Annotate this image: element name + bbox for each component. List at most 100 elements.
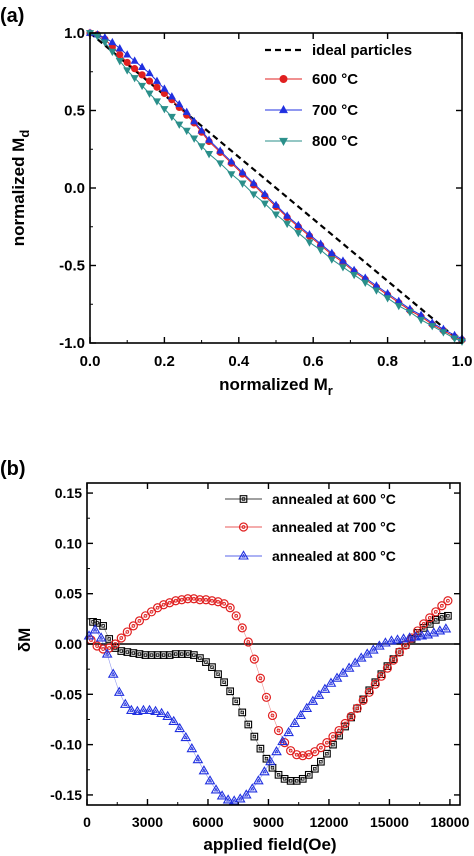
marker-square-outer [153, 651, 162, 659]
data-point [327, 248, 336, 256]
data-point [186, 742, 198, 753]
marker-square-outer [226, 687, 235, 696]
marker-triangle-inner [225, 797, 231, 802]
marker-triangle-outer [343, 662, 355, 672]
data-point [95, 632, 107, 642]
panel-label-b: (b) [0, 458, 26, 480]
marker-square-outer [317, 757, 325, 766]
legend-label: annealed at 600 °C [272, 491, 396, 507]
marker-square-outer [123, 648, 132, 656]
marker-square-inner [325, 751, 329, 756]
data-point [267, 710, 278, 721]
data-point [259, 766, 270, 776]
data-point [144, 704, 155, 714]
data-point [107, 668, 119, 678]
data-point [322, 738, 332, 748]
data-point [214, 670, 222, 679]
data-point [167, 113, 176, 122]
data-point [319, 683, 331, 693]
y-axis-title: δM [15, 628, 34, 652]
marker-circle-inner [312, 749, 317, 754]
marker-circle-inner [421, 622, 426, 626]
marker-square-outer [232, 697, 241, 706]
marker-circle-outer [189, 594, 199, 604]
data-point [346, 711, 356, 722]
legend-swatch-marker [279, 75, 288, 84]
marker-triangle-outer [289, 717, 301, 728]
data-point [443, 596, 453, 606]
data-point [115, 58, 124, 66]
marker-triangle-outer [192, 754, 204, 764]
marker-circle-inner [343, 721, 347, 726]
marker-circle-outer [364, 687, 374, 697]
marker-triangle-inner [241, 553, 246, 558]
data-point [361, 279, 370, 288]
data-point [105, 635, 114, 643]
data-point [338, 264, 347, 272]
y-axis-title-main: normalized M [9, 138, 28, 247]
marker-circle-inner [294, 752, 299, 757]
data-point [253, 775, 264, 785]
marker-triangle-outer [307, 695, 319, 705]
data-point [115, 44, 124, 52]
data-point [190, 116, 199, 125]
marker-triangle-inner [104, 651, 110, 656]
marker-triangle-inner [147, 707, 152, 712]
data-point [310, 764, 319, 773]
data-point [208, 663, 216, 671]
data-point [419, 619, 429, 629]
marker-circle-inner [167, 600, 172, 605]
marker-triangle-outer [198, 765, 210, 775]
marker-triangle-inner [117, 689, 122, 694]
data-point [438, 612, 446, 621]
marker-square-outer [274, 770, 283, 779]
data-point [231, 611, 241, 621]
legend-swatch-marker [279, 105, 288, 114]
x-tick-label: 3000 [132, 814, 163, 830]
data-point [358, 695, 368, 705]
marker-circle-outer [273, 725, 284, 736]
data-point [283, 211, 292, 219]
data-point [437, 601, 447, 611]
marker-square-inner [307, 773, 311, 777]
data-point [260, 200, 269, 208]
marker-square-outer [165, 651, 174, 659]
data-point [216, 790, 228, 800]
data-point [153, 83, 161, 91]
data-point [227, 157, 236, 165]
data-point [108, 37, 117, 46]
data-point [222, 794, 234, 804]
marker-circle-inner [415, 629, 420, 633]
marker-triangle-outer [168, 715, 180, 726]
marker-circle-inner [222, 601, 226, 606]
marker-circle-inner [192, 596, 196, 601]
marker-triangle-inner [165, 714, 170, 718]
marker-square-outer [395, 648, 404, 656]
marker-triangle-inner [286, 730, 291, 735]
marker-triangle-inner [219, 793, 225, 798]
marker-circle-inner [397, 650, 402, 654]
data-point [113, 686, 125, 696]
data-point [225, 603, 235, 613]
marker-triangle-inner [250, 786, 255, 791]
marker-triangle-inner [437, 628, 443, 633]
marker-circle-outer [261, 692, 272, 702]
data-point [305, 230, 314, 238]
marker-circle-inner [216, 599, 220, 604]
legend-label: annealed at 800 °C [272, 548, 396, 564]
data-point [198, 765, 210, 775]
marker-triangle-inner [256, 778, 261, 783]
data-point [101, 648, 113, 658]
marker-square-outer [438, 612, 446, 621]
data-point [123, 648, 132, 656]
data-point [244, 720, 253, 729]
marker-circle-outer [195, 595, 205, 605]
marker-square-inner [155, 653, 160, 657]
marker-circle-inner [379, 674, 384, 679]
marker-triangle-inner [431, 630, 436, 635]
legend-swatch-marker [238, 522, 249, 532]
marker-circle-outer [267, 710, 278, 721]
data-point [328, 731, 338, 742]
marker-circle-outer [171, 596, 181, 606]
marker-square-inner [174, 652, 178, 656]
